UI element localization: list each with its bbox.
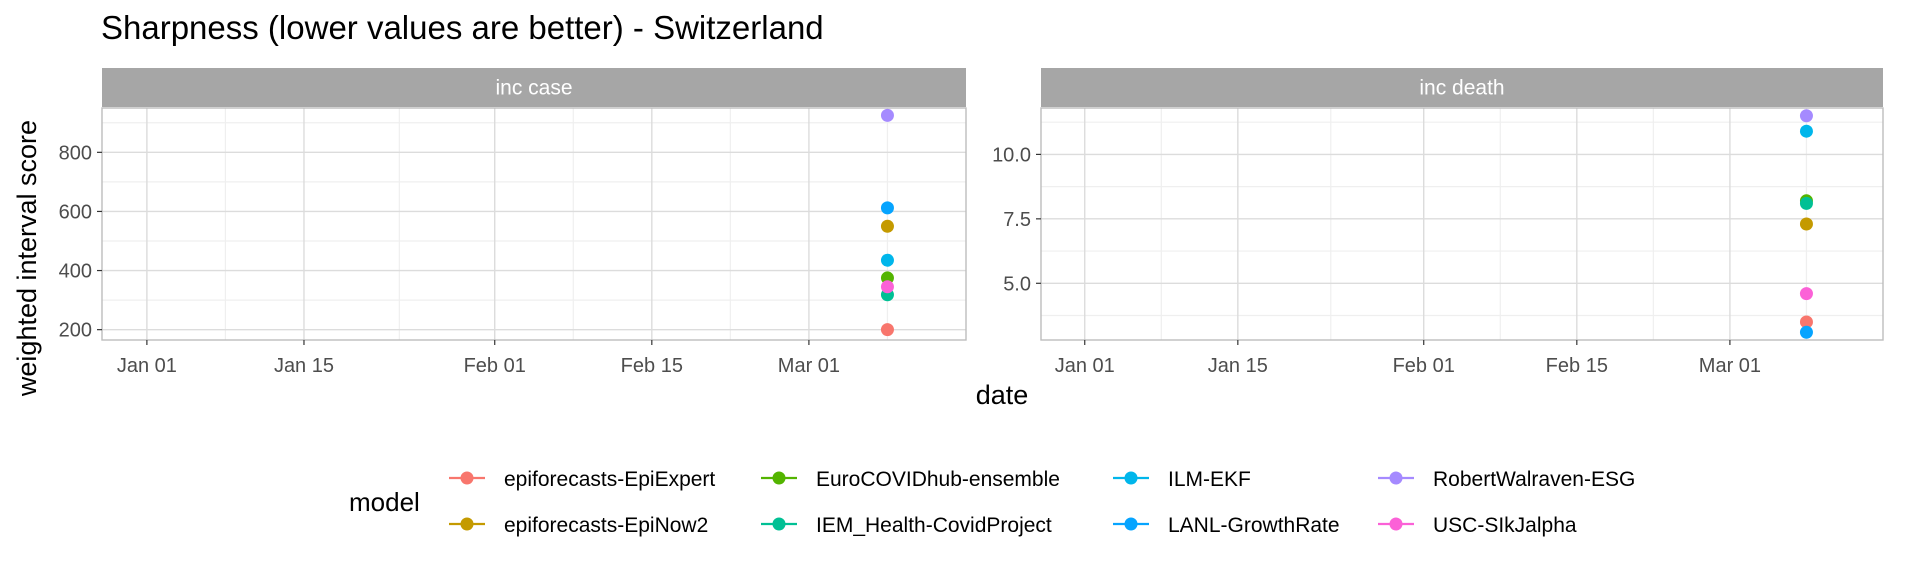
data-point: [880, 201, 894, 215]
legend-item: epiforecasts-EpiExpert: [449, 468, 715, 491]
x-axis-title: date: [976, 380, 1029, 410]
data-point: [1799, 196, 1813, 210]
panel-border: [101, 107, 967, 341]
facet-panel-0: inc case Jan 01 Jan 15 Feb 01 Feb 15 Mar 01 20…: [59, 68, 967, 377]
x-tick-label: Jan 15: [274, 355, 334, 377]
legend-key-point: [1389, 517, 1403, 531]
facet-strip-label: inc case: [495, 77, 572, 100]
y-tick-label: 400: [59, 261, 92, 283]
panel-border: [1040, 107, 1884, 341]
legend-label: LANL-GrowthRate: [1168, 514, 1340, 537]
legend-label: RobertWalraven-ESG: [1433, 468, 1635, 491]
legend-item: RobertWalraven-ESG: [1378, 468, 1635, 491]
legend-label: IEM_Health-CovidProject: [816, 514, 1052, 537]
legend-item: EuroCOVIDhub-ensemble: [761, 468, 1060, 491]
x-tick-label: Feb 15: [621, 355, 683, 377]
facet-strip: [102, 68, 966, 107]
data-point: [1799, 287, 1813, 301]
legend-label: EuroCOVIDhub-ensemble: [816, 468, 1060, 491]
y-axis-title: weighted interval score: [12, 120, 42, 397]
facet-panels: inc case Jan 01 Jan 15 Feb 01 Feb 15 Mar 01 20…: [59, 68, 1884, 377]
data-point: [880, 253, 894, 267]
x-tick-label: Jan 01: [1055, 355, 1115, 377]
facet-panel-1: inc death Jan 01 Jan 15 Feb 01 Feb 15 Mar 01 5…: [992, 68, 1884, 377]
legend-item: USC-SIkJalpha: [1378, 514, 1577, 537]
legend-item: ILM-EKF: [1113, 468, 1251, 491]
data-point: [1799, 217, 1813, 231]
facet-strip: [1041, 68, 1883, 107]
y-tick-label: 7.5: [1003, 209, 1031, 231]
x-tick-label: Mar 01: [778, 355, 840, 377]
x-tick-label: Feb 01: [1393, 355, 1455, 377]
x-tick-label: Feb 01: [464, 355, 526, 377]
data-point: [880, 219, 894, 233]
legend-item: LANL-GrowthRate: [1113, 514, 1340, 537]
legend-key-point: [1124, 517, 1138, 531]
legend-key-point: [1389, 471, 1403, 485]
legend: model epiforecasts-EpiExpert epiforecasts…: [349, 468, 1635, 537]
legend-label: USC-SIkJalpha: [1433, 514, 1577, 537]
x-tick-label: Jan 01: [117, 355, 177, 377]
chart-title: Sharpness (lower values are better) - Sw…: [101, 9, 824, 46]
panel-background: [1041, 108, 1883, 340]
data-point: [1799, 315, 1813, 329]
legend-key-point: [772, 517, 786, 531]
y-tick-label: 10.0: [992, 144, 1031, 166]
legend-title: model: [349, 487, 420, 517]
data-point: [880, 108, 894, 122]
x-tick-label: Jan 15: [1208, 355, 1268, 377]
x-tick-label: Mar 01: [1699, 355, 1761, 377]
legend-key-point: [772, 471, 786, 485]
legend-key-point: [460, 471, 474, 485]
legend-item: epiforecasts-EpiNow2: [449, 514, 708, 537]
legend-label: epiforecasts-EpiExpert: [504, 468, 715, 491]
y-tick-label: 200: [59, 320, 92, 342]
panel-background: [102, 108, 966, 340]
data-point: [880, 280, 894, 294]
legend-key-point: [460, 517, 474, 531]
y-tick-label: 5.0: [1003, 273, 1031, 295]
legend-key-point: [1124, 471, 1138, 485]
legend-label: ILM-EKF: [1168, 468, 1251, 491]
data-point: [1799, 124, 1813, 138]
data-point: [1799, 109, 1813, 123]
legend-item: IEM_Health-CovidProject: [761, 514, 1052, 537]
y-tick-label: 800: [59, 142, 92, 164]
y-tick-label: 600: [59, 201, 92, 223]
data-point: [1799, 325, 1813, 339]
x-tick-label: Feb 15: [1546, 355, 1608, 377]
data-point: [880, 323, 894, 337]
legend-label: epiforecasts-EpiNow2: [504, 514, 708, 537]
facet-strip-label: inc death: [1419, 77, 1504, 100]
